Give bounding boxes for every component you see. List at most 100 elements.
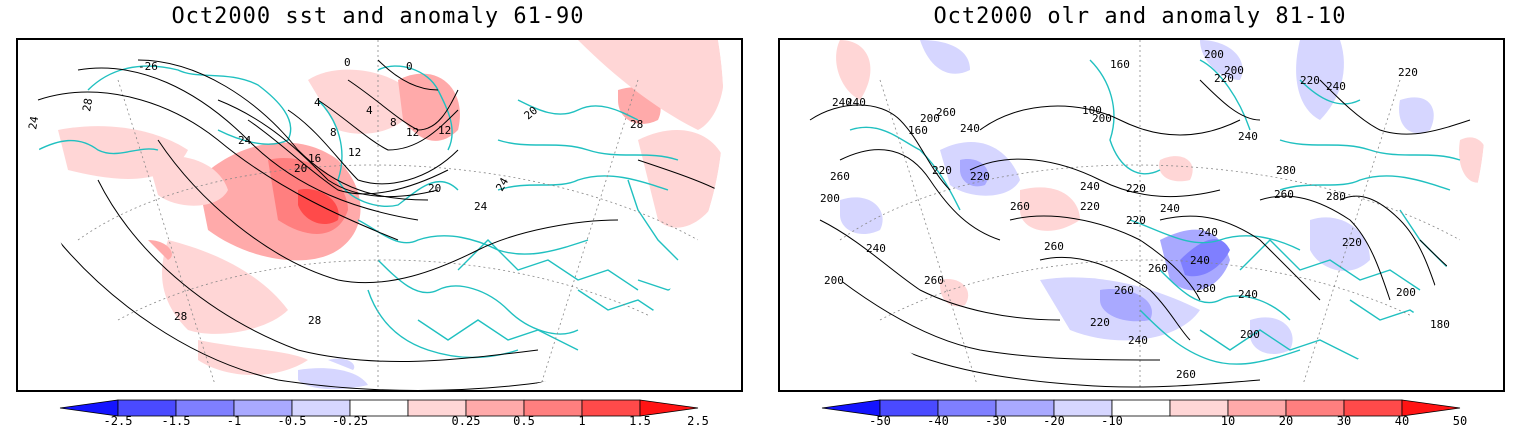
- olr-contour-label: 160: [908, 124, 928, 137]
- sst-contour-label: 20: [522, 104, 541, 122]
- olr-contour-label: 240: [1238, 130, 1258, 143]
- olr-contour-label: 260: [1114, 284, 1134, 297]
- olr-contour-label: 200: [1224, 64, 1244, 77]
- sst-contour-label: 12: [348, 146, 361, 159]
- sst-contour-label: 28: [308, 314, 321, 327]
- olr-contour-label: 200: [1396, 286, 1416, 299]
- sst-colorbar-svg: [59, 399, 699, 417]
- sst-colorbar-tick-label: 2.5: [687, 414, 709, 428]
- olr-contour-label: 220: [1126, 182, 1146, 195]
- olr-contour-label: 240: [1326, 80, 1346, 93]
- olr-contour-label: 240: [866, 242, 886, 255]
- olr-colorbar-svg: [821, 399, 1461, 417]
- sst-contour-label: 20: [294, 162, 307, 175]
- olr-contour-label: 240: [1238, 288, 1258, 301]
- olr-colorbar-tick-label: -50: [869, 414, 891, 428]
- olr-contour-label: 220: [1398, 66, 1418, 79]
- olr-contour-label: 220: [970, 170, 990, 183]
- olr-colorbar-tick-label: -10: [1101, 414, 1123, 428]
- olr-contour-label: 260: [924, 274, 944, 287]
- olr-colorbar-swatch: [1169, 399, 1229, 417]
- sst-contour-label: 16: [308, 152, 321, 165]
- sst-contour-label: 4: [314, 96, 321, 109]
- olr-contour-label: 260: [1148, 262, 1168, 275]
- olr-contour-label: 220: [932, 164, 952, 177]
- sst-contour-label: 28: [174, 310, 187, 323]
- sst-contour-label: 12: [406, 126, 419, 139]
- sst-contour-label: 24: [474, 200, 488, 213]
- sst-contour-label: 24: [493, 175, 511, 193]
- sst-contour-label: 4: [366, 104, 373, 117]
- olr-contour-label: 220: [1090, 316, 1110, 329]
- sst-contour-label: 0: [406, 60, 413, 73]
- olr-contour-label: 240: [960, 122, 980, 135]
- sst-colorbar-tick-label: 0.25: [451, 414, 481, 428]
- olr-contour-label: 240: [1198, 226, 1218, 239]
- olr-colorbar-swatch: [1343, 399, 1403, 417]
- sst-contour-label: 0: [344, 56, 351, 69]
- sst-map-svg: -26 28 24 0 0 4 4 8 8 12 12 16 20 24 12 …: [18, 40, 741, 390]
- olr-colorbar-tick-label: 50: [1452, 414, 1468, 428]
- olr-map-svg: 240 200 200 160 200 220 240 220 220 240 …: [780, 40, 1503, 390]
- olr-contour-label: 280: [1326, 190, 1346, 203]
- olr-contour-label: 280: [1196, 282, 1216, 295]
- olr-contour-label: 180: [1430, 318, 1450, 331]
- olr-contour-label: 260: [1176, 368, 1196, 381]
- sst-contour-label: 28: [80, 97, 95, 112]
- olr-contour-label: 220: [1342, 236, 1362, 249]
- olr-contour-label: 260: [1044, 240, 1064, 253]
- olr-contour-label: 200: [920, 112, 940, 125]
- olr-contour-label: 220: [1214, 72, 1234, 85]
- olr-colorbar-tick-label: 40: [1394, 414, 1410, 428]
- sst-contour-label: 12: [438, 124, 451, 137]
- sst-colorbar-tick-label: -0.25: [331, 414, 369, 428]
- olr-contour-label: 220: [1080, 200, 1100, 213]
- sst-colorbar-tick-label: 1: [578, 414, 586, 428]
- olr-colorbar-swatch: [1227, 399, 1287, 417]
- olr-contour-label: 240: [1080, 180, 1100, 193]
- olr-contour-label: 280: [1276, 164, 1296, 177]
- olr-contour-label: 240: [1160, 202, 1180, 215]
- sst-colorbar-tick-label: -1.5: [161, 414, 191, 428]
- olr-colorbar-tick-label: 10: [1220, 414, 1236, 428]
- olr-contour-label: 200: [824, 274, 844, 287]
- sst-colorbar: [8, 398, 748, 430]
- sst-colorbar-arrow-high: [639, 399, 699, 417]
- olr-contour-label: 240: [832, 96, 852, 109]
- olr-contour-label: 240: [846, 96, 866, 109]
- olr-colorbar-tick-label: -40: [927, 414, 949, 428]
- sst-map: -26 28 24 0 0 4 4 8 8 12 12 16 20 24 12 …: [16, 38, 743, 392]
- olr-contour-label: 260: [936, 106, 956, 119]
- olr-colorbar-tick-label: 30: [1336, 414, 1352, 428]
- olr-contour-label: 200: [1240, 328, 1260, 341]
- olr-colorbar-tick-label: -20: [1043, 414, 1065, 428]
- sst-contour-label: 24: [238, 134, 252, 147]
- sst-contour-label: 8: [330, 126, 337, 139]
- olr-contour-label: 200: [1092, 112, 1112, 125]
- olr-contour-label: 260: [830, 170, 850, 183]
- sst-colorbar-tick-label: -1: [226, 414, 242, 428]
- olr-colorbar-tick-label: -30: [985, 414, 1007, 428]
- olr-colorbar: [770, 398, 1510, 430]
- olr-panel-title: Oct2000 olr and anomaly 81-10: [933, 4, 1347, 29]
- sst-colorbar-tick-label: 1.5: [629, 414, 651, 428]
- sst-contour-label: 24: [26, 115, 41, 131]
- olr-contour-label: 100: [1082, 104, 1102, 117]
- sst-contour-label: 28: [630, 118, 643, 131]
- sst-panel-title: Oct2000 sst and anomaly 61-90: [171, 4, 585, 29]
- olr-contour-label: 260: [1010, 200, 1030, 213]
- sst-colorbar-tick-label: -0.5: [277, 414, 307, 428]
- olr-contour-label: 240: [1128, 334, 1148, 347]
- olr-contour-label: 200: [1204, 48, 1224, 61]
- olr-colorbar-tick-label: 20: [1278, 414, 1294, 428]
- olr-colorbar-arrow-high: [1401, 399, 1461, 417]
- olr-contour-label: 260: [1274, 188, 1294, 201]
- olr-map: 240 200 200 160 200 220 240 220 220 240 …: [778, 38, 1505, 392]
- olr-contour-label: 220: [1300, 74, 1320, 87]
- olr-contour-label: 200: [820, 192, 840, 205]
- sst-colorbar-tick-label: -2.5: [103, 414, 133, 428]
- sst-contour-label: 8: [390, 116, 397, 129]
- olr-panel: Oct2000 olr and anomaly 81-10: [770, 0, 1510, 430]
- olr-contour-label: 160: [1110, 58, 1130, 71]
- sst-colorbar-tick-label: 0.5: [513, 414, 535, 428]
